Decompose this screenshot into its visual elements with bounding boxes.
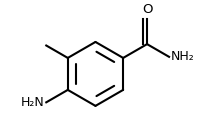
Text: NH₂: NH₂ <box>171 50 194 63</box>
Text: H₂N: H₂N <box>21 96 44 109</box>
Text: O: O <box>142 3 152 16</box>
